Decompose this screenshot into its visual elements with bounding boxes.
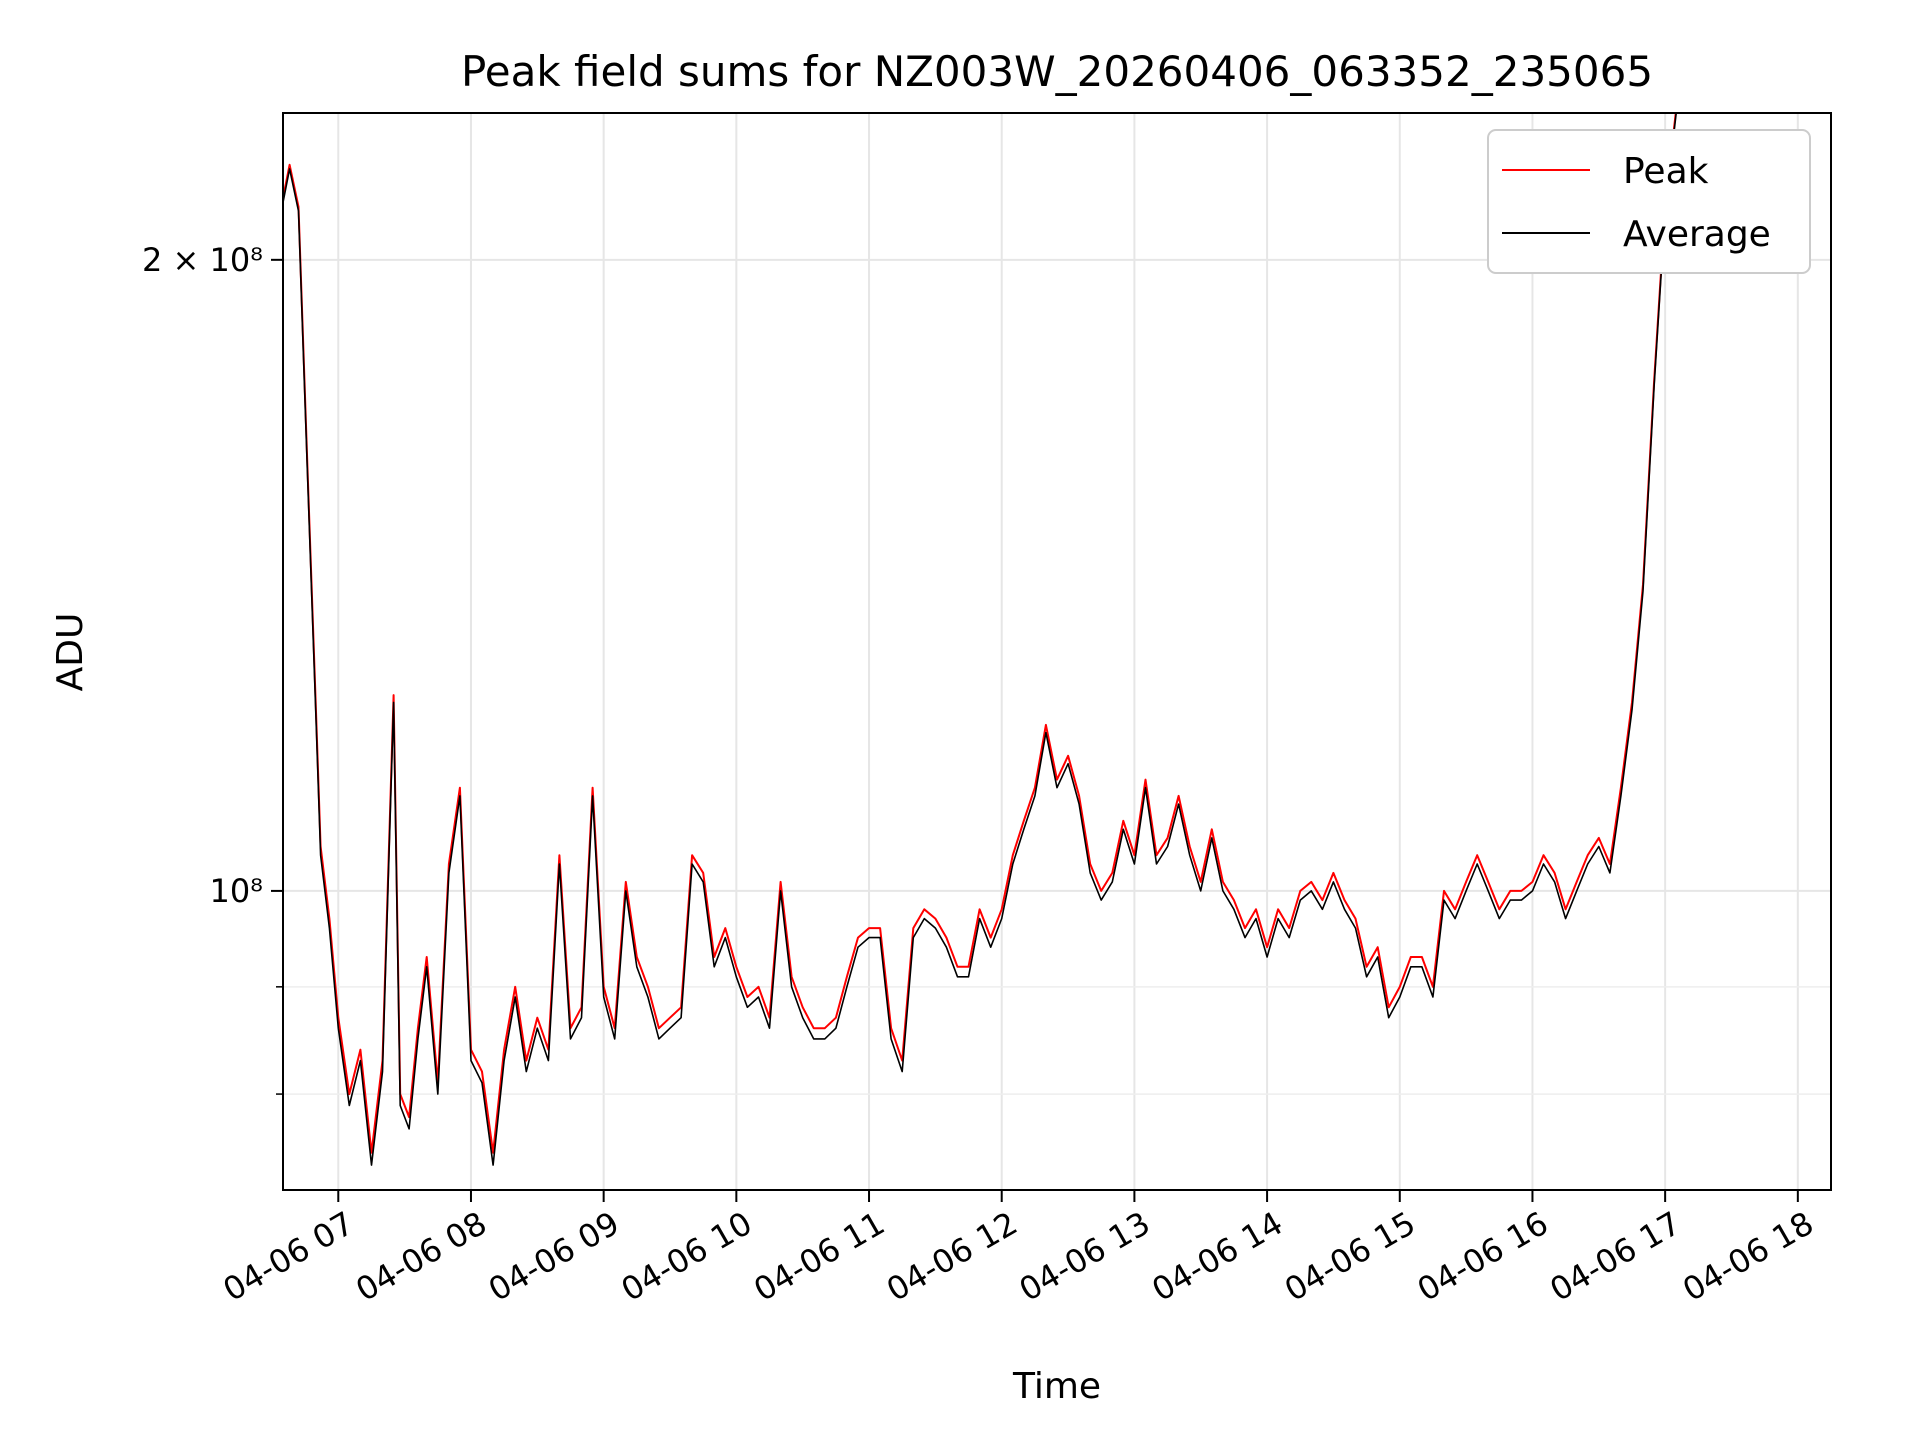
series-line-average — [283, 113, 1827, 1166]
series-lines — [283, 113, 1827, 1166]
y-axis-label: ADU — [50, 613, 91, 692]
legend: Peak Average — [1487, 129, 1811, 274]
series-line-peak — [283, 113, 1677, 1154]
y-tick-label-0: 2 × 10⁸ — [142, 241, 263, 279]
grid — [283, 113, 1831, 1190]
legend-label-peak: Peak — [1623, 151, 1709, 192]
plot-frame — [282, 112, 1832, 1191]
legend-box — [1487, 129, 1811, 274]
legend-label-average: Average — [1623, 214, 1771, 255]
chart-title: Peak field sums for NZ003W_20260406_0633… — [461, 47, 1653, 96]
x-axis-label: Time — [1012, 1366, 1101, 1407]
y-tick-label-1: 10⁸ — [209, 872, 263, 910]
